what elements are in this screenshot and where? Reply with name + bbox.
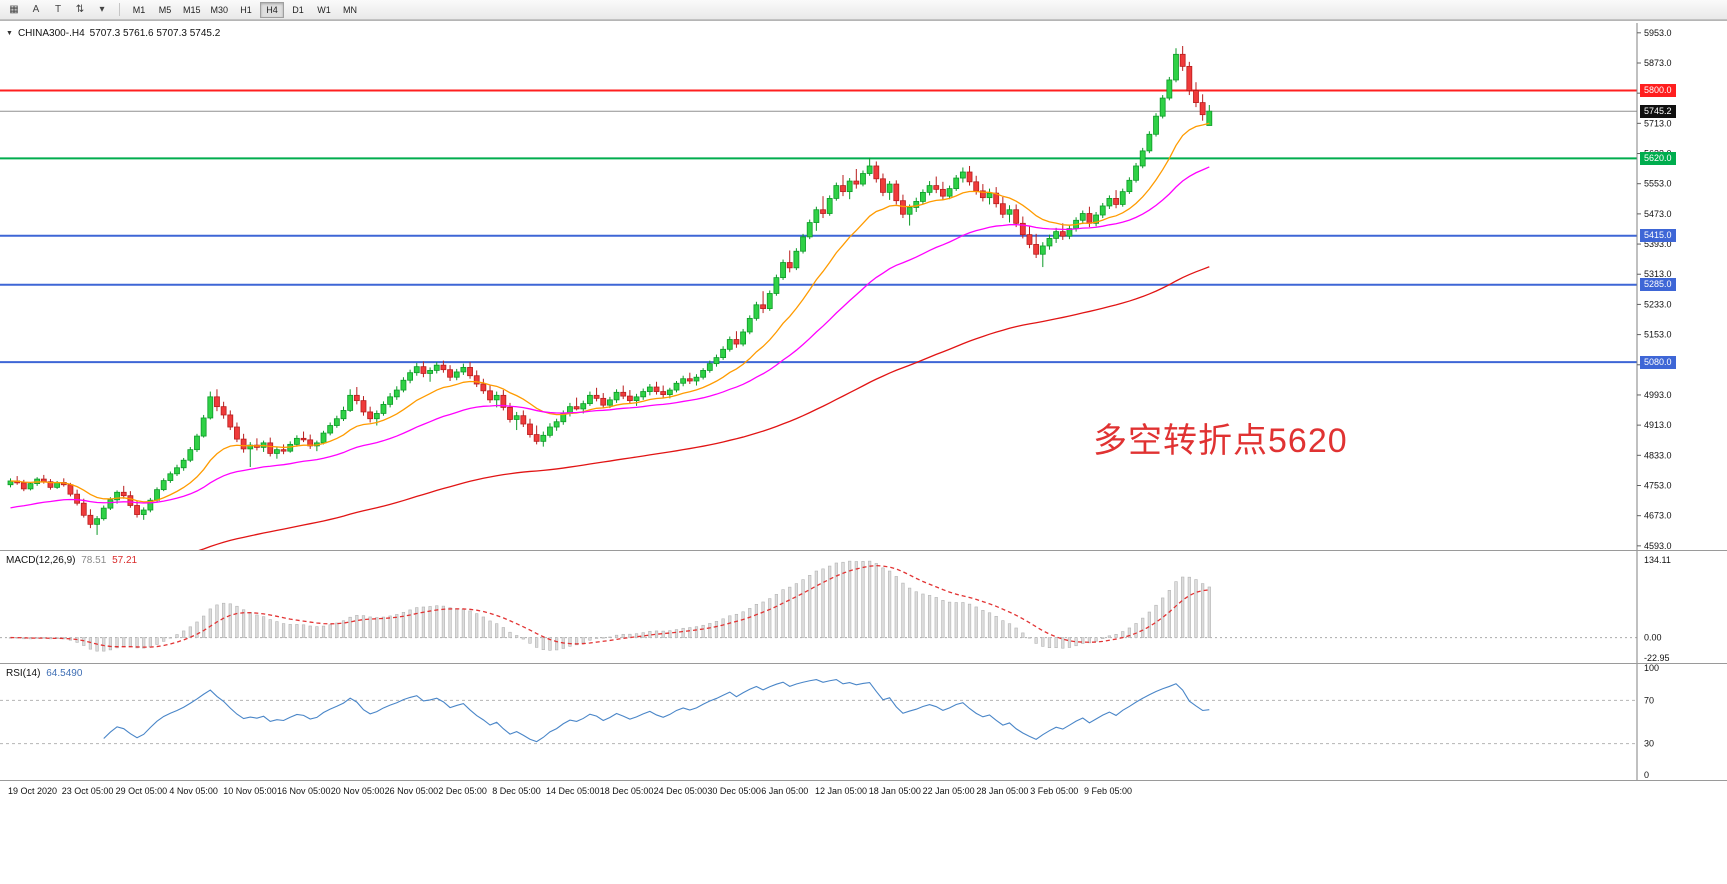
svg-text:-22.95: -22.95 (1644, 653, 1670, 663)
timeframe-button-M15[interactable]: M15 (179, 2, 205, 18)
time-label: 23 Oct 05:00 (61, 786, 114, 796)
price-chart[interactable]: 5953.05873.05793.05713.05633.05553.05473… (0, 23, 1727, 550)
chart-dropdown-icon[interactable]: ▼ (6, 29, 13, 37)
svg-text:4753.0: 4753.0 (1644, 480, 1672, 490)
rsi-name: RSI(14) (6, 668, 41, 679)
macd-histogram (8, 560, 1211, 652)
dropdown-caret-icon[interactable]: ▾ (92, 2, 112, 18)
time-label: 28 Jan 05:00 (976, 786, 1029, 796)
svg-text:4993.0: 4993.0 (1644, 390, 1672, 400)
time-label: 2 Dec 05:00 (438, 786, 487, 796)
axis-separator (0, 780, 1727, 781)
macd-signal-value: 57.21 (112, 555, 138, 566)
svg-text:5713.0: 5713.0 (1644, 118, 1672, 128)
macd-chart[interactable]: 134.11 0.00 -22.95 (0, 551, 1727, 663)
time-label: 16 Nov 05:00 (277, 786, 331, 796)
toolbar: ▦ A T ⇅ ▾ M1 M5 M15 M30 H1 H4 D1 W1 MN (0, 0, 1727, 20)
chart-title: ▼ CHINA300-.H4 5707.3 5761.6 5707.3 5745… (6, 28, 220, 39)
time-label: 19 Oct 2020 (8, 786, 58, 796)
svg-text:0: 0 (1644, 770, 1649, 780)
time-label: 18 Dec 05:00 (599, 786, 654, 796)
text-tool-icon[interactable]: T (48, 2, 68, 18)
svg-text:4833.0: 4833.0 (1644, 450, 1672, 460)
pane-separator[interactable] (0, 550, 1727, 551)
svg-text:5393.0: 5393.0 (1644, 239, 1672, 249)
svg-text:5313.0: 5313.0 (1644, 269, 1672, 279)
macd-name: MACD(12,26,9) (6, 555, 76, 566)
time-axis: 19 Oct 2020 23 Oct 05:00 29 Oct 05:00 4 Nov… (0, 781, 1727, 803)
timeframe-button-H1[interactable]: H1 (234, 2, 258, 18)
timeframe-button-H4[interactable]: H4 (260, 1, 285, 18)
ma-fast-line (10, 122, 1210, 503)
chart-ohlc-values: 5707.3 5761.6 5707.3 5745.2 (89, 28, 221, 39)
macd-axis-labels: 134.11 0.00 -22.95 (1644, 555, 1671, 663)
chart-window: 5953.05873.05793.05713.05633.05553.05473… (0, 20, 1727, 884)
time-label: 10 Nov 05:00 (223, 786, 277, 796)
rsi-label: RSI(14) 64.5490 (6, 668, 82, 679)
timeframe-button-MN[interactable]: MN (338, 2, 362, 18)
macd-signal-line (10, 564, 1210, 648)
svg-text:70: 70 (1644, 695, 1654, 705)
timeframe-button-D1[interactable]: D1 (286, 2, 310, 18)
price-badge-5415.0: 5415.0 (1640, 229, 1676, 243)
svg-text:5233.0: 5233.0 (1644, 299, 1672, 309)
macd-pane[interactable]: 134.11 0.00 -22.95 MACD(12,26,9) 78.51 57.… (0, 551, 1727, 663)
timeframe-button-M5[interactable]: M5 (153, 2, 177, 18)
toolbar-separator (119, 3, 120, 16)
time-label: 8 Dec 05:00 (492, 786, 541, 796)
timeframe-group: M1 M5 M15 M30 H1 H4 D1 W1 MN (127, 1, 362, 18)
time-label: 9 Feb 05:00 (1084, 786, 1133, 796)
price-pane[interactable]: 5953.05873.05793.05713.05633.05553.05473… (0, 23, 1727, 550)
time-label: 20 Nov 05:00 (330, 786, 385, 796)
time-label: 30 Dec 05:00 (707, 786, 761, 796)
time-label: 22 Jan 05:00 (922, 786, 975, 796)
ma-mid-line (10, 166, 1210, 509)
scale-tool-icon[interactable]: ⇅ (70, 2, 90, 18)
time-label: 4 Nov 05:00 (169, 786, 218, 796)
cursor-text-icon[interactable]: A (26, 2, 46, 18)
svg-text:5473.0: 5473.0 (1644, 209, 1672, 219)
time-label: 26 Nov 05:00 (384, 786, 439, 796)
timeframe-button-M30[interactable]: M30 (207, 2, 233, 18)
chart-type-icon[interactable]: ▦ (4, 2, 24, 18)
time-label: 12 Jan 05:00 (815, 786, 868, 796)
rsi-value: 64.5490 (46, 668, 83, 679)
svg-text:0.00: 0.00 (1644, 633, 1662, 643)
chart-annotation-text[interactable]: 多空转折点5620 (1093, 422, 1348, 460)
svg-text:30: 30 (1644, 739, 1654, 749)
svg-text:5553.0: 5553.0 (1644, 179, 1672, 189)
time-label: 6 Jan 05:00 (761, 786, 809, 796)
time-label: 29 Oct 05:00 (115, 786, 168, 796)
rsi-line (103, 679, 1210, 743)
macd-main-value: 78.51 (81, 555, 107, 566)
price-badge-5800.0: 5800.0 (1640, 84, 1676, 98)
time-label: 14 Dec 05:00 (546, 786, 600, 796)
svg-text:5153.0: 5153.0 (1644, 330, 1672, 340)
rsi-chart[interactable]: 100 70 30 0 (0, 664, 1727, 780)
price-badge-5620.0: 5620.0 (1640, 151, 1676, 165)
time-label: 3 Feb 05:00 (1030, 786, 1079, 796)
rsi-axis-labels: 100 70 30 0 (1644, 664, 1659, 780)
macd-label: MACD(12,26,9) 78.51 57.21 (6, 555, 137, 566)
svg-text:100: 100 (1644, 664, 1659, 673)
timeframe-button-M1[interactable]: M1 (127, 2, 151, 18)
price-badge-5285.0: 5285.0 (1640, 278, 1676, 292)
svg-text:4593.0: 4593.0 (1644, 541, 1672, 550)
ma-slow-line (198, 266, 1210, 550)
svg-text:5873.0: 5873.0 (1644, 58, 1672, 68)
svg-text:4673.0: 4673.0 (1644, 511, 1672, 521)
svg-text:4913.0: 4913.0 (1644, 420, 1672, 430)
svg-text:5953.0: 5953.0 (1644, 28, 1672, 38)
time-label: 24 Dec 05:00 (653, 786, 708, 796)
rsi-pane[interactable]: 100 70 30 0 RSI(14) 64.5490 (0, 664, 1727, 780)
timeframe-button-W1[interactable]: W1 (312, 2, 336, 18)
toolbar-icon-group: ▦ A T ⇅ ▾ (4, 2, 112, 18)
price-badge-5080.0: 5080.0 (1640, 355, 1676, 369)
pane-separator[interactable] (0, 663, 1727, 664)
time-label: 18 Jan 05:00 (868, 786, 921, 796)
chart-symbol-period: CHINA300-.H4 (17, 28, 85, 39)
current-price-badge: 5745.2 (1640, 104, 1676, 118)
svg-text:134.11: 134.11 (1644, 555, 1671, 565)
